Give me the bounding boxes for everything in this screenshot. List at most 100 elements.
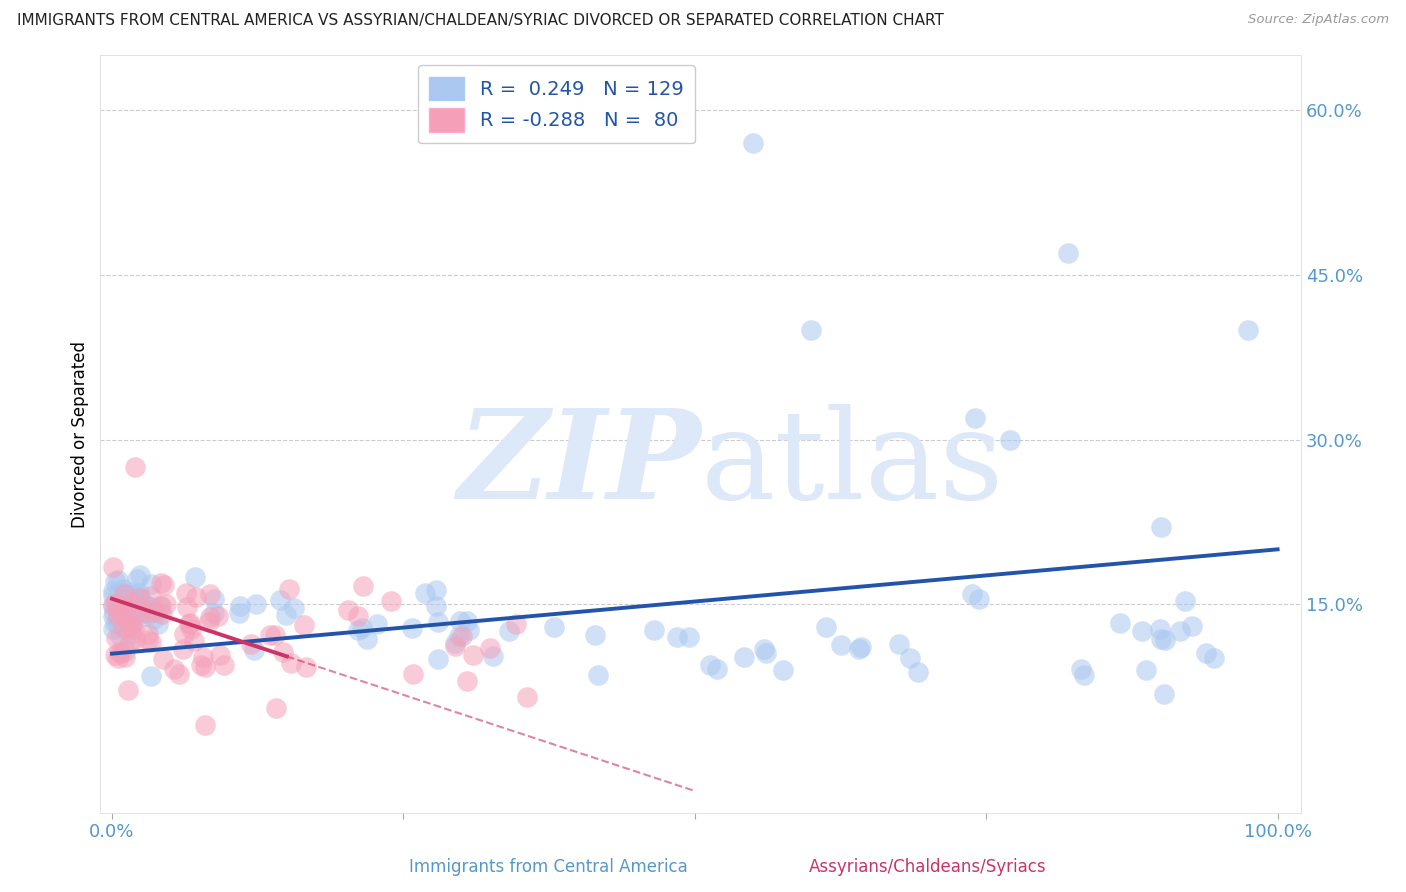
Point: [229, 599, 252, 613]
Point: [425, 583, 447, 598]
Point: [967, 592, 990, 607]
Point: [124, 632, 146, 646]
Point: [163, 662, 186, 676]
Point: [114, 599, 136, 614]
Point: [271, 645, 294, 659]
Point: [264, 628, 287, 642]
Point: [848, 642, 870, 657]
Point: [107, 609, 129, 624]
Point: [128, 590, 150, 604]
Point: [998, 433, 1021, 447]
Point: [101, 599, 124, 613]
Point: [112, 587, 135, 601]
Point: [107, 651, 129, 665]
Point: [350, 621, 373, 635]
Point: [112, 606, 135, 620]
Point: [141, 576, 163, 591]
Point: [124, 460, 146, 475]
Point: [456, 614, 478, 628]
Point: [184, 590, 207, 604]
Point: [1073, 668, 1095, 682]
Point: [401, 621, 423, 635]
Point: [172, 641, 194, 656]
Point: [120, 603, 142, 617]
Point: [198, 587, 221, 601]
Point: [202, 591, 225, 606]
Point: [107, 606, 129, 620]
Point: [112, 582, 135, 596]
Point: [122, 622, 145, 636]
Point: [135, 599, 157, 613]
Point: [134, 606, 156, 620]
Point: [150, 575, 173, 590]
Point: [103, 583, 125, 598]
Point: [104, 648, 127, 663]
Point: [733, 649, 755, 664]
Point: [169, 666, 191, 681]
Point: [1135, 663, 1157, 677]
Point: [104, 574, 127, 589]
Point: [114, 597, 136, 611]
Point: [110, 618, 132, 632]
Point: [754, 642, 776, 657]
Point: [346, 609, 368, 624]
Point: [112, 621, 135, 635]
Point: [498, 624, 520, 638]
Point: [110, 615, 132, 630]
Point: [114, 644, 136, 658]
Point: [103, 598, 125, 612]
Point: [413, 586, 436, 600]
Point: [427, 651, 450, 665]
Point: [183, 634, 205, 648]
Point: [128, 586, 150, 600]
Point: [174, 586, 197, 600]
Point: [1150, 520, 1173, 534]
Legend: R =  0.249   N = 129, R = -0.288   N =  80: R = 0.249 N = 129, R = -0.288 N = 80: [418, 65, 696, 144]
Point: [117, 682, 139, 697]
Point: [516, 690, 538, 704]
Point: [209, 648, 232, 662]
Point: [1237, 323, 1260, 337]
Point: [177, 617, 200, 632]
Point: [150, 607, 173, 621]
Text: ZIP: ZIP: [457, 403, 700, 525]
Point: [295, 659, 318, 673]
Y-axis label: Divorced or Separated: Divorced or Separated: [72, 341, 89, 527]
Point: [101, 560, 124, 574]
Point: [643, 623, 665, 637]
Point: [173, 627, 195, 641]
Point: [543, 620, 565, 634]
Point: [706, 662, 728, 676]
Point: [101, 588, 124, 602]
Point: [107, 573, 129, 587]
Text: Source: ZipAtlas.com: Source: ZipAtlas.com: [1249, 13, 1389, 27]
Point: [135, 608, 157, 623]
Point: [292, 617, 315, 632]
Point: [427, 615, 450, 630]
Point: [1168, 624, 1191, 639]
Point: [1056, 245, 1078, 260]
Point: [127, 591, 149, 606]
Point: [1153, 687, 1175, 701]
Point: [352, 579, 374, 593]
Point: [121, 595, 143, 609]
Point: [141, 635, 163, 649]
Point: [121, 585, 143, 599]
Point: [269, 592, 291, 607]
Point: [1202, 651, 1225, 665]
Point: [114, 650, 136, 665]
Point: [121, 618, 143, 632]
Point: [1181, 618, 1204, 632]
Point: [128, 591, 150, 605]
Point: [155, 597, 177, 611]
Point: [699, 658, 721, 673]
Point: [425, 599, 447, 614]
Point: [125, 591, 148, 606]
Point: [772, 663, 794, 677]
Point: [152, 651, 174, 665]
Point: [139, 669, 162, 683]
Point: [149, 599, 172, 613]
Text: Immigrants from Central America: Immigrants from Central America: [409, 858, 688, 876]
Point: [1108, 615, 1130, 630]
Point: [478, 641, 501, 656]
